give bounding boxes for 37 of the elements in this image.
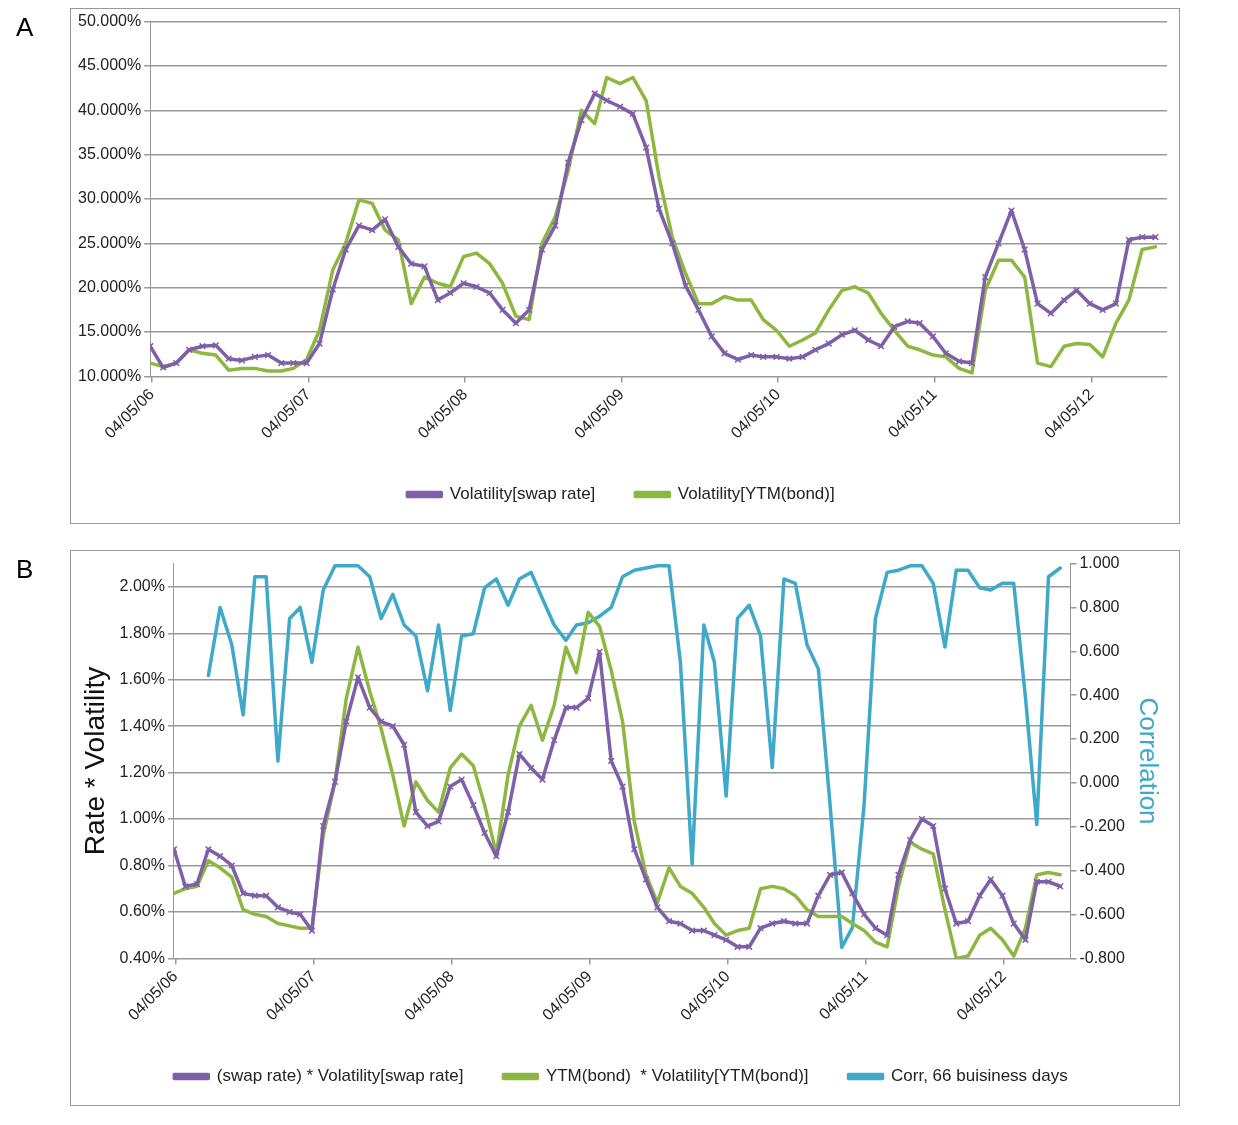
y-tick-label: 1.00% (119, 809, 165, 827)
y-tick-label: 1.40% (119, 716, 165, 734)
y-tick-label: 1.80% (119, 623, 165, 641)
y-tick-label: 45.000% (77, 56, 142, 74)
legend-label: (swap rate) * Volatility[swap rate] (216, 1066, 464, 1086)
legend-label: Volatility[YTM(bond)] (677, 484, 835, 504)
y-tick-label: 30.000% (77, 189, 142, 207)
y2-axis-title: Correlation (1134, 697, 1165, 825)
y-tick-label: 50.000% (77, 12, 142, 30)
chart-title: A (15, 11, 35, 43)
y2-tick-label: 0.400 (1079, 685, 1120, 703)
y-axis-title: Rate * Volatility (78, 666, 110, 856)
y-tick-label: 35.000% (77, 145, 142, 163)
y-tick-label: 1.20% (119, 763, 165, 781)
y2-tick-label: 0.200 (1079, 729, 1120, 747)
y2-tick-label: -0.400 (1079, 861, 1125, 879)
y-tick-label: 0.80% (119, 855, 165, 873)
y-tick-label: 0.40% (119, 948, 165, 966)
legend-label: Corr, 66 buisiness days (891, 1066, 1068, 1086)
y2-tick-label: 0.800 (1079, 597, 1120, 615)
y-tick-label: 20.000% (77, 278, 142, 296)
y2-tick-label: 0.600 (1079, 641, 1120, 659)
y-tick-label: 15.000% (77, 322, 142, 340)
y-tick-label: 1.60% (119, 670, 165, 688)
y2-tick-label: -0.200 (1079, 817, 1125, 835)
y-tick-label: 10.000% (77, 366, 142, 384)
chart-title: B (15, 553, 35, 585)
y2-tick-label: -0.600 (1079, 904, 1125, 922)
legend-label: Volatility[swap rate] (449, 484, 596, 504)
y-tick-label: 25.000% (77, 233, 142, 251)
y-tick-label: 0.60% (119, 902, 165, 920)
legend-label: YTM(bond) * Volatility[YTM(bond)] (545, 1066, 809, 1086)
y2-tick-label: 1.000 (1079, 554, 1120, 572)
y-tick-label: 40.000% (77, 100, 142, 118)
y-tick-label: 2.00% (119, 577, 165, 595)
y2-tick-label: 0.000 (1079, 773, 1120, 791)
y2-tick-label: -0.800 (1079, 948, 1125, 966)
